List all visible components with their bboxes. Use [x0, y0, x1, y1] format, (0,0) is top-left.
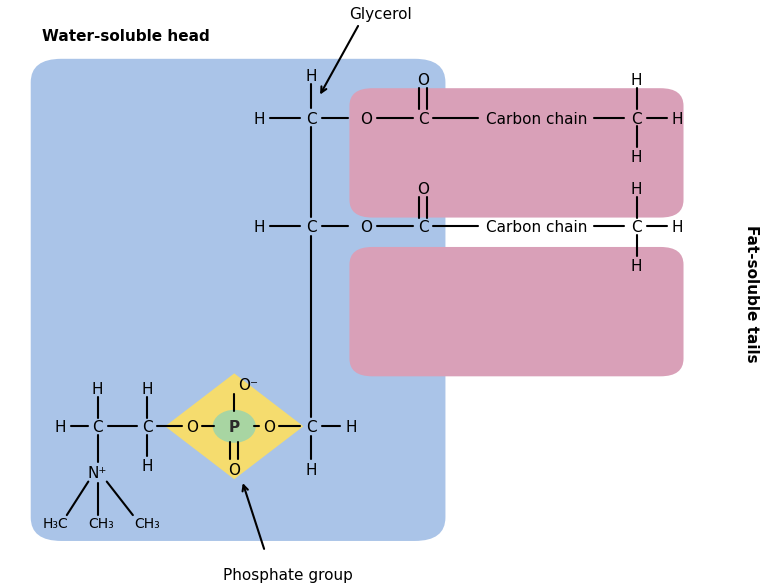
Text: C: C — [306, 220, 316, 235]
Text: CH₃: CH₃ — [134, 517, 161, 530]
Text: Water-soluble head: Water-soluble head — [42, 29, 210, 44]
Text: O⁻: O⁻ — [238, 378, 258, 393]
Text: H: H — [306, 463, 316, 477]
Text: Phosphate group: Phosphate group — [223, 567, 353, 583]
Polygon shape — [165, 373, 303, 479]
FancyBboxPatch shape — [349, 247, 684, 376]
Text: H: H — [346, 420, 356, 435]
Text: H: H — [631, 259, 642, 273]
Text: C: C — [631, 220, 642, 235]
Text: H: H — [631, 182, 642, 197]
Text: O: O — [360, 112, 372, 126]
Text: C: C — [418, 112, 429, 126]
Text: O: O — [228, 463, 240, 477]
Text: H: H — [631, 74, 642, 88]
Text: H: H — [672, 112, 683, 126]
Text: H: H — [253, 220, 264, 235]
Text: H: H — [253, 112, 264, 126]
Text: CH₃: CH₃ — [88, 517, 114, 530]
Text: O: O — [186, 420, 198, 435]
Text: C: C — [631, 112, 642, 126]
Text: C: C — [306, 420, 316, 435]
FancyBboxPatch shape — [349, 88, 684, 218]
Text: C: C — [142, 420, 153, 435]
Text: H: H — [142, 459, 153, 473]
Text: H: H — [142, 382, 153, 397]
Text: C: C — [92, 420, 103, 435]
Circle shape — [213, 410, 256, 443]
Text: N⁺: N⁺ — [88, 466, 108, 481]
FancyBboxPatch shape — [31, 59, 445, 541]
Text: O: O — [360, 220, 372, 235]
Text: C: C — [418, 220, 429, 235]
Text: O: O — [417, 182, 429, 197]
Text: Carbon chain: Carbon chain — [486, 112, 588, 126]
Text: H: H — [55, 420, 66, 435]
Text: O: O — [263, 420, 275, 435]
Text: H: H — [306, 69, 316, 84]
Text: C: C — [306, 112, 316, 126]
Text: O: O — [417, 74, 429, 88]
Text: H: H — [631, 150, 642, 165]
Text: H: H — [672, 220, 683, 235]
Text: Carbon chain: Carbon chain — [486, 220, 588, 235]
Text: P: P — [229, 420, 240, 435]
Text: Fat-soluble tails: Fat-soluble tails — [743, 225, 759, 363]
Text: Glycerol: Glycerol — [349, 7, 412, 22]
Text: H₃C: H₃C — [42, 517, 68, 530]
Text: H: H — [92, 382, 103, 397]
